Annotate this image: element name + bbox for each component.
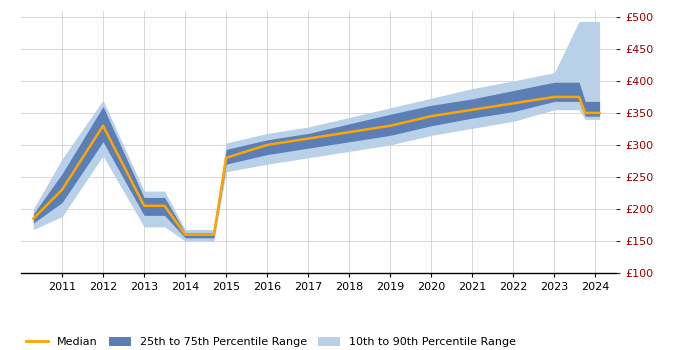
Median [581, 111, 589, 115]
Median [345, 130, 354, 134]
Median [468, 108, 477, 112]
Legend: Median, 25th to 75th Percentile Range, 10th to 90th Percentile Range: Median, 25th to 75th Percentile Range, 1… [21, 332, 521, 350]
Median [386, 124, 395, 128]
Median [29, 217, 38, 221]
Median [427, 114, 435, 118]
Median [99, 124, 107, 128]
Median [304, 136, 312, 141]
Median [181, 232, 189, 237]
Median [509, 101, 517, 105]
Median [160, 204, 169, 208]
Median [58, 188, 66, 192]
Median [596, 111, 604, 115]
Median [140, 204, 148, 208]
Median [575, 95, 583, 99]
Line: Median: Median [34, 97, 600, 234]
Median [210, 232, 218, 237]
Median [263, 143, 272, 147]
Median [550, 95, 559, 99]
Median [222, 156, 230, 160]
